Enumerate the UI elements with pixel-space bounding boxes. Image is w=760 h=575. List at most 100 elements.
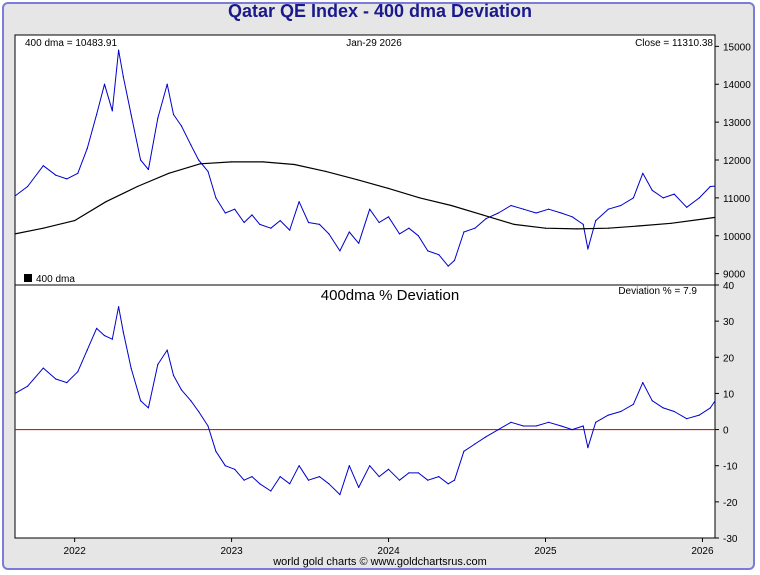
deviation-series-point [485,436,487,438]
deviation-ytick-label: -10 [723,462,738,473]
price-series-point [548,208,550,210]
price-series-point [582,223,584,225]
deviation-series-point [147,407,149,409]
price-series-point [427,250,429,252]
deviation-series-point [358,486,360,488]
deviation-series-point [259,483,261,485]
price-series-point [709,185,711,188]
deviation-series-point [111,338,113,340]
dma-series-point [576,228,578,230]
price-series-point [408,227,410,229]
deviation-series-point [620,410,622,413]
price-series-point [86,148,88,150]
deviation-series-point [190,400,192,402]
deviation-series-point [535,425,537,427]
price-series-line [14,49,716,267]
deviation-title: 400dma % Deviation [321,287,459,304]
dma-series-point [607,227,609,229]
price-series-point [190,144,192,146]
dma-series-line [14,161,716,235]
dma-legend-label: 400 dma [36,274,75,285]
chart-title: Qatar QE Index - 400 dma Deviation [227,1,533,21]
price-series-point [571,216,573,218]
deviation-series-point [642,382,644,384]
dma-series-point [231,161,233,163]
price-series-point [130,113,132,116]
price-series-point [417,235,419,237]
dma-series-point [482,214,484,216]
deviation-series-point [427,479,429,481]
deviation-series-point [582,425,584,427]
price-series-point [595,220,597,222]
price-plot [14,49,716,267]
dma-series-point [199,163,201,165]
dma-series-point [544,227,547,229]
deviation-series-point [318,476,321,478]
price-series-point [535,212,537,214]
price-series-point [369,208,371,210]
price-series-point [122,76,124,78]
deviation-series-point [86,349,88,351]
deviation-series-point [207,425,209,427]
price-series-point [632,197,635,199]
deviation-ytick-label: -30 [723,534,738,545]
deviation-series-point [180,389,182,391]
deviation-series-point [651,400,653,402]
dma-series-point [356,179,358,181]
price-series-point [642,172,644,174]
deviation-series-point [130,367,132,369]
deviation-series-point [66,382,68,384]
close-value-label: Close = 11310.38 [635,38,713,49]
deviation-series-point [103,335,106,337]
price-series-point [453,259,456,261]
price-series-point [77,172,79,174]
price-series-point [686,206,688,208]
deviation-ytick-label: 10 [723,389,735,400]
price-ytick-label: 12000 [723,156,751,167]
price-series-point [251,214,253,216]
price-series-point [215,197,217,199]
price-ytick-label: 11000 [723,194,751,205]
price-series-point [42,165,44,167]
deviation-series-point [122,331,124,333]
price-series-point [103,83,106,85]
price-series-point [560,212,562,214]
deviation-series-point [474,443,476,445]
date-label: Jan-29 2026 [346,38,402,49]
price-series-point [698,197,700,199]
deviation-series-point [157,363,159,366]
price-series-point [279,220,281,222]
dma-series-point [639,225,641,227]
price-series-point [66,178,68,180]
deviation-ytick-label: 0 [723,426,729,437]
dma-series-point [450,204,452,207]
deviation-series-point [77,371,79,373]
deviation-series-point [243,479,245,481]
deviation-series-point [453,479,456,481]
price-series-point [198,159,200,161]
dma-value-label: 400 dma = 10483.91 [25,38,117,49]
xtick-label: 2025 [534,546,557,557]
price-series-point [289,229,291,231]
deviation-series-point [251,476,253,478]
price-series-point [607,208,609,210]
price-series-point [620,204,622,207]
dma-series-point [105,201,107,203]
price-series-point [27,185,29,188]
deviation-series-point [522,425,525,427]
deviation-series-point [709,407,711,409]
price-series-point [651,189,653,191]
dma-series-point [14,233,16,235]
price-series-point [234,208,236,210]
price-series-point [224,212,226,214]
deviation-series-point [172,374,175,376]
deviation-series-point [571,429,573,431]
dma-series-point [325,170,327,172]
deviation-value-label: Deviation % = 7.9 [618,286,697,297]
deviation-series-point [307,479,310,481]
dma-series-point [714,216,716,218]
xtick-label: 2022 [64,546,87,557]
deviation-series-point [96,327,98,329]
deviation-ytick-label: 20 [723,353,735,364]
